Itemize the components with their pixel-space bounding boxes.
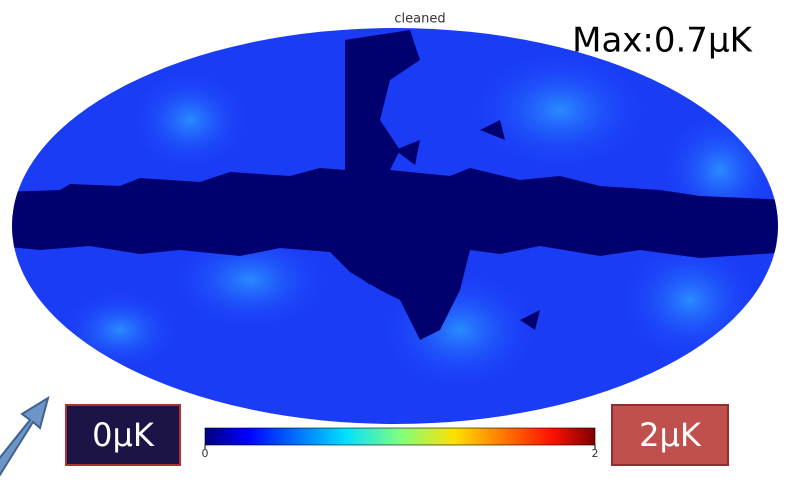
map-title: cleaned: [394, 12, 445, 27]
arrow: [0, 398, 48, 478]
sky-map: [0, 20, 792, 440]
figure: cleaned Max:0.7μK 02 0μK 2μK: [0, 0, 792, 494]
max-annotation: Max:0.7μK: [572, 21, 753, 61]
colorbar-tick-label: 2: [592, 447, 599, 460]
colorbar: [205, 428, 595, 445]
colorbar-tick-label: 0: [202, 447, 209, 460]
max-label: 2μK: [639, 416, 702, 454]
min-label: 0μK: [92, 416, 155, 454]
page: {"map": {"title": "cleaned", "annotation…: [0, 0, 792, 494]
